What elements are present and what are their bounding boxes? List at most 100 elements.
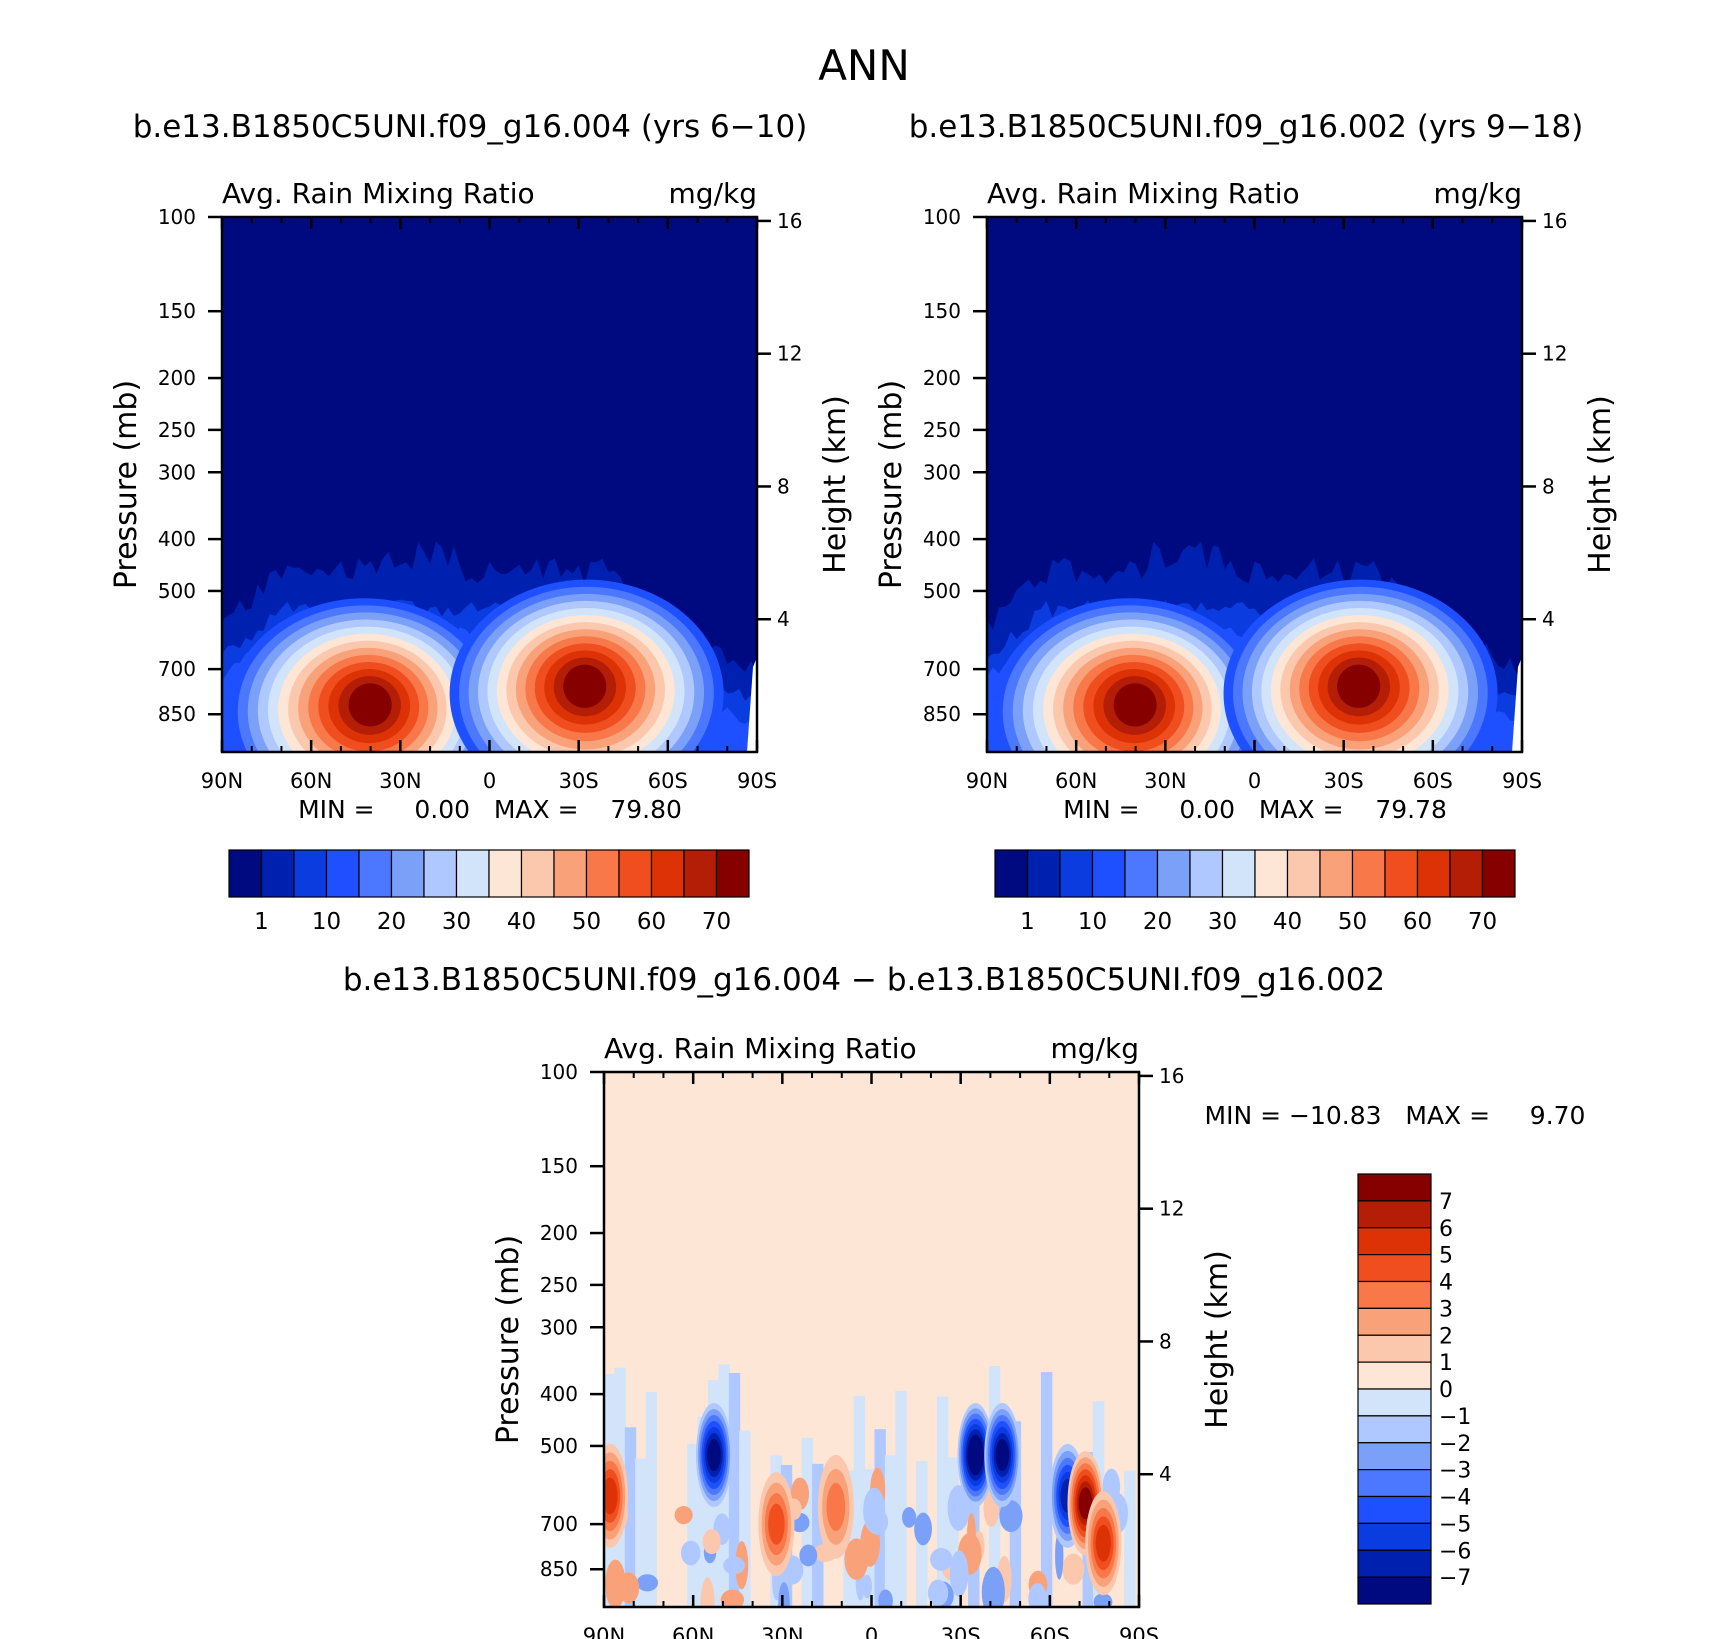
colorbar-label: 7 [1439,1190,1453,1215]
y-tick-label: 850 [923,702,961,726]
anomaly-level [768,1503,785,1545]
x-tick-label: 90N [201,769,243,793]
anomaly [878,1589,893,1607]
contour-band [624,1427,637,1607]
y-tick-label: 850 [158,702,196,726]
colorbar-label: 70 [1468,909,1497,935]
colorbar-swatch [1357,1442,1432,1471]
units-label: mg/kg [1051,1032,1139,1065]
x-tick-label: 60S [1413,769,1453,793]
colorbar-swatch [1357,1334,1432,1363]
y-tick-label: 400 [923,527,961,551]
colorbar-swatch [260,849,295,898]
colorbar-swatch [1357,1361,1432,1390]
colorbar-label: 10 [1078,909,1107,935]
panel-title: b.e13.B1850C5UNI.f09_g16.004 − b.e13.B18… [343,962,1385,998]
y-tick-label: 250 [923,418,961,442]
units-label: mg/kg [669,177,757,210]
contour-field [604,1072,1139,1607]
missing-data [1512,657,1522,752]
variable-label: Avg. Rain Mixing Ratio [604,1032,917,1065]
figure-title: ANN [818,41,910,90]
contour-band [1040,1372,1053,1607]
y-tick-label: 100 [923,205,961,229]
colorbar-swatch [1357,1200,1432,1229]
colorbar-label: 50 [572,909,601,935]
anomaly-level [995,1439,1010,1472]
x-tick-label: 60S [648,769,688,793]
colorbar-label: −6 [1439,1539,1471,1564]
y-tick-label: 500 [540,1434,578,1458]
colorbar-label: 1 [1020,909,1035,935]
anomaly [636,1574,659,1592]
colorbar-swatch [520,849,555,898]
x-tick-label: 30S [1324,769,1364,793]
y-axis-title: Pressure (mb) [491,1235,526,1444]
colorbar-label: 40 [1273,909,1302,935]
y-tick-label: 150 [540,1154,578,1178]
colorbar-swatch [1254,849,1289,898]
y-tick-label: 850 [540,1557,578,1581]
colorbar-swatch [1351,849,1386,898]
colorbar-label: 2 [1439,1324,1453,1349]
height-tick-label: 8 [1542,474,1555,498]
contour-band [895,1390,907,1607]
y-tick-label: 250 [540,1273,578,1297]
colorbar-swatch [1124,849,1159,898]
anomaly [930,1547,953,1571]
x-tick-label: 60N [1055,769,1097,793]
colorbar-swatch [715,849,750,898]
panel-model-004: b.e13.B1850C5UNI.f09_g16.004 (yrs 6−10) A… [109,109,853,935]
anomaly [720,1589,745,1607]
anomaly [680,1540,701,1566]
colorbar-label: 1 [1439,1351,1453,1376]
x-tick-label: 30N [761,1624,803,1639]
contour-band [1124,1470,1136,1607]
anomaly [799,1544,818,1567]
colorbar-label: 30 [442,909,471,935]
colorbar-label: −7 [1439,1566,1471,1591]
y2-axis-title: Height (km) [818,395,853,574]
colorbar-swatch [994,849,1029,898]
colorbar-swatch [423,849,458,898]
anomaly [604,1559,626,1607]
height-tick-label: 12 [1542,342,1567,366]
x-tick-label: 30S [941,1624,981,1639]
y-tick-label: 700 [923,657,961,681]
colorbar-label: 20 [377,909,406,935]
contour-band [739,1430,751,1607]
anomaly-level [1078,1487,1093,1520]
contour-band [687,1443,699,1607]
x-tick-label: 90S [1119,1624,1159,1639]
contour-band [635,1458,647,1607]
anomaly [723,1556,745,1575]
colorbar-swatch [1319,849,1354,898]
min-max-stats: MIN = 0.00 MAX = 79.80 [298,795,682,824]
anomaly-level [604,1477,618,1515]
y-tick-label: 700 [540,1512,578,1536]
anomaly [981,1566,1005,1607]
anomaly [862,1574,872,1599]
units-label: mg/kg [1434,177,1522,210]
variable-label: Avg. Rain Mixing Ratio [987,177,1300,210]
colorbar-swatch [390,849,425,898]
anomaly [1093,1593,1113,1607]
anomaly [927,1579,949,1607]
anomaly [949,1550,969,1597]
anomaly [863,1487,886,1534]
y-tick-label: 150 [158,299,196,323]
y-tick-label: 300 [158,460,196,484]
panel-title: b.e13.B1850C5UNI.f09_g16.004 (yrs 6−10) [133,109,808,145]
y-tick-label: 500 [923,579,961,603]
colorbar-swatch [325,849,360,898]
y-tick-label: 400 [158,527,196,551]
anomaly [999,1500,1023,1533]
contour-band [884,1455,897,1607]
colorbar-swatch [650,849,685,898]
height-tick-label: 12 [777,342,802,366]
colorbar-swatch [1221,849,1256,898]
colorbar-label: −4 [1439,1486,1471,1511]
anomaly-level [826,1482,846,1531]
colorbar-swatch [1357,1549,1432,1578]
